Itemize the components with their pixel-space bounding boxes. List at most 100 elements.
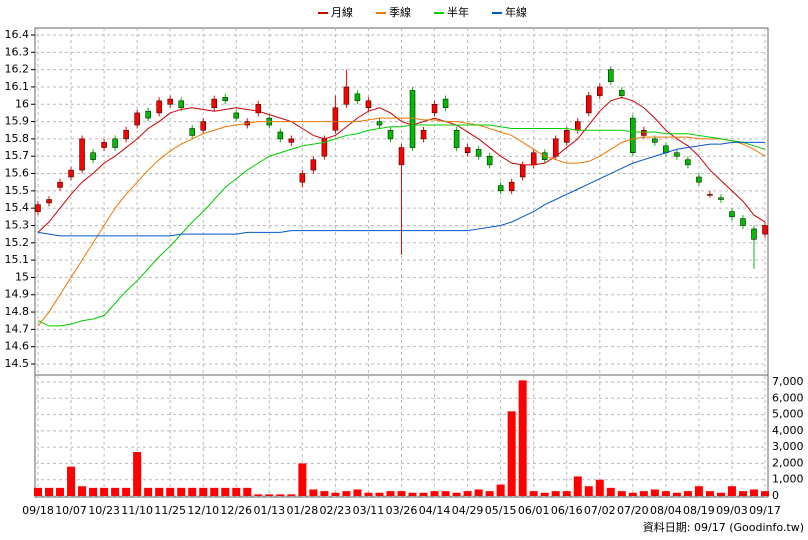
candle-body <box>398 147 405 166</box>
ma-line <box>37 96 766 233</box>
candle-body <box>597 86 603 96</box>
candle-body <box>707 194 713 196</box>
candle-body <box>90 152 96 160</box>
y-tick-label: 16 <box>15 97 29 110</box>
candle-body <box>718 197 724 200</box>
candle-body <box>464 147 471 153</box>
candle-body <box>101 142 107 148</box>
y-tick-label: 14.7 <box>5 322 30 335</box>
candle-body <box>619 90 625 96</box>
volume-bar <box>364 492 373 496</box>
volume-bar <box>452 492 461 496</box>
volume-bar <box>221 487 230 496</box>
volume-tick-label: 6,000 <box>772 391 804 404</box>
candle-body <box>552 138 559 157</box>
volume-bar <box>188 487 197 496</box>
volume-bar <box>727 486 736 496</box>
volume-tick-label: 1,000 <box>772 473 804 486</box>
volume-bar <box>562 491 571 496</box>
candle-body <box>57 181 63 188</box>
volume-bar <box>738 491 747 496</box>
volume-bar <box>749 489 758 496</box>
volume-bar <box>595 479 604 496</box>
volume-bar <box>331 492 340 496</box>
x-tick-label: 06/01 <box>518 504 550 517</box>
volume-bar <box>342 491 351 496</box>
candle-body <box>630 117 636 153</box>
volume-bar <box>375 492 384 496</box>
x-tick-label: 07/20 <box>617 504 649 517</box>
volume-bar <box>67 466 76 496</box>
x-tick-label: 01/13 <box>253 504 285 517</box>
candle-body <box>641 129 647 136</box>
candle-body <box>420 129 427 140</box>
candle-body <box>674 152 680 157</box>
candle-body <box>288 138 295 143</box>
volume-bar <box>672 492 681 496</box>
x-tick-label: 10/23 <box>88 504 120 517</box>
y-tick-label: 15.8 <box>5 132 30 145</box>
volume-bar <box>463 491 472 496</box>
volume-bar <box>529 491 538 496</box>
y-tick-label: 14.5 <box>5 357 30 370</box>
x-tick-label: 10/07 <box>55 504 87 517</box>
x-tick-label: 09/18 <box>22 504 54 517</box>
candle-body <box>519 164 526 178</box>
volume-bar <box>540 492 549 496</box>
volume-bar <box>287 494 296 496</box>
volume-bar <box>650 489 659 496</box>
volume-tick-label: 0 <box>772 489 779 502</box>
y-tick-label: 16.3 <box>5 45 30 58</box>
candle-body <box>222 97 229 102</box>
volume-bar <box>551 491 560 496</box>
volume-bar <box>584 486 593 496</box>
volume-bar <box>518 380 527 496</box>
volume-bar <box>353 489 362 496</box>
volume-bar <box>386 491 395 496</box>
ma-line <box>37 124 766 327</box>
x-tick-label: 12/26 <box>220 504 252 517</box>
candle-body <box>35 204 41 212</box>
volume-bar <box>56 487 65 496</box>
candle-body <box>354 93 361 102</box>
volume-bar <box>320 491 329 496</box>
candle-body <box>563 129 570 143</box>
volume-bar <box>496 484 505 496</box>
volume-bar <box>111 487 120 496</box>
y-tick-label: 15.4 <box>5 201 30 214</box>
volume-bar <box>441 491 450 496</box>
candle-body <box>486 155 493 166</box>
ma-line <box>37 117 766 327</box>
footer: 資料日期: 09/17 (Goodinfo.tw) <box>643 520 804 534</box>
candle-body <box>762 225 768 235</box>
y-tick-label: 15.3 <box>5 218 30 231</box>
x-tick-label: 08/19 <box>683 504 715 517</box>
volume-bar <box>474 489 483 496</box>
x-tick-label: 02/23 <box>320 504 352 517</box>
y-tick-label: 15.6 <box>5 167 30 180</box>
volume-tick-label: 5,000 <box>772 408 804 421</box>
volume-bar <box>45 487 54 496</box>
legend-label: 月線 <box>331 5 353 19</box>
volume-bar <box>265 494 274 496</box>
volume-bar <box>639 491 648 496</box>
volume-bar <box>34 487 42 496</box>
candle-body <box>299 173 306 183</box>
candle-body <box>740 218 746 226</box>
x-tick-label: 07/02 <box>584 504 616 517</box>
y-tick-label: 15.9 <box>5 115 30 128</box>
volume-bar <box>573 476 582 496</box>
x-tick-label: 09/17 <box>749 504 781 517</box>
volume-bar <box>485 491 494 496</box>
candle-body <box>442 98 449 108</box>
volume-bar <box>254 494 263 496</box>
volume-tick-label: 2,000 <box>772 456 804 469</box>
candle-body <box>156 100 162 114</box>
x-tick-label: 05/15 <box>485 504 517 517</box>
volume-bar <box>408 492 417 496</box>
candle-body <box>608 69 614 83</box>
volume-bar <box>199 487 208 496</box>
volume-bar <box>100 487 109 496</box>
candle-body <box>68 169 74 178</box>
legend-label: 半年 <box>447 5 469 19</box>
